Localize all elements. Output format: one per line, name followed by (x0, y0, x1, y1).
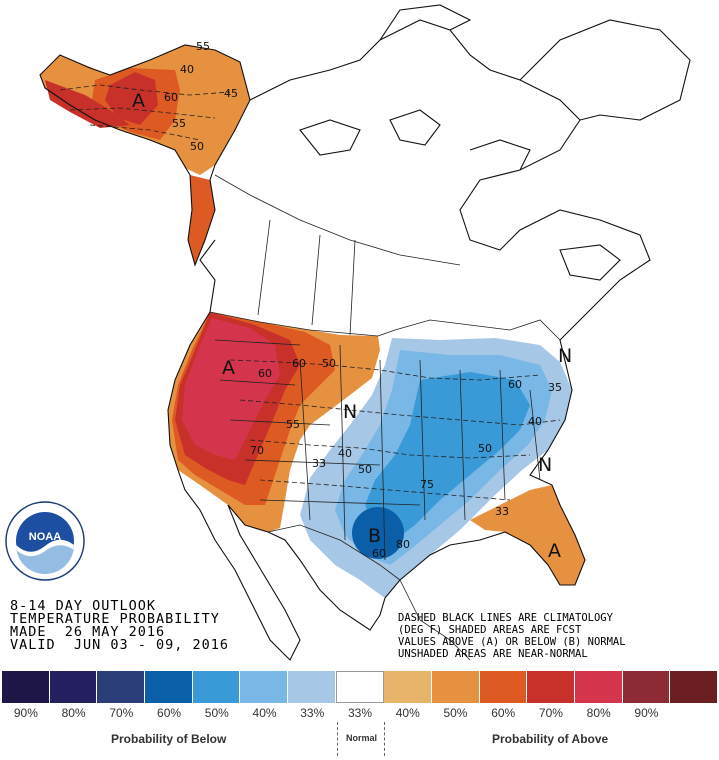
legend-tick-label: 60% (491, 706, 516, 720)
legend-swatch (49, 671, 98, 703)
legend-tick-label: 80% (586, 706, 611, 720)
above-legend-title: Probability of Above (492, 732, 609, 746)
climatology-lines (59, 84, 561, 501)
svg-text:45: 45 (224, 87, 238, 100)
legend-tick-label: 70% (109, 706, 134, 720)
note-line-3: VALUES ABOVE (A) OR BELOW (B) NORMAL (398, 636, 626, 648)
legend-tick-label: 33% (347, 706, 373, 720)
svg-text:35: 35 (548, 381, 562, 394)
svg-text:60: 60 (508, 378, 522, 391)
svg-text:70: 70 (250, 444, 264, 457)
legend-tick-label: 33% (300, 706, 325, 720)
title-line-4: VALID JUN 03 - 09, 2016 (10, 637, 230, 653)
outlook-map: A 55 40 45 60 55 50 A 60 50 60 55 70 33 … (39, 4, 691, 661)
borders (209, 174, 561, 661)
legend-swatch (575, 671, 623, 703)
svg-text:60: 60 (292, 357, 306, 370)
svg-text:60: 60 (164, 91, 178, 104)
svg-text:55: 55 (196, 40, 210, 53)
normal-legend-title: Normal (346, 733, 378, 743)
svg-text:50: 50 (190, 140, 204, 153)
svg-text:33: 33 (495, 505, 509, 518)
east-shading (300, 338, 572, 598)
svg-text:40: 40 (338, 447, 352, 460)
noaa-logo: NOAA (5, 501, 85, 581)
texas-below-label: B (368, 525, 381, 547)
outlook-title-block: 8-14 DAY OUTLOOK TEMPERATURE PROBABILITY M… (10, 598, 230, 653)
legend-swatch (240, 671, 289, 703)
legend-tick-label: 40% (395, 706, 420, 720)
legend-tick-label: 40% (252, 706, 277, 720)
southeast-normal-label: N (538, 454, 552, 476)
west-above-label: A (222, 357, 235, 379)
below-legend-title: Probability of Below (111, 732, 227, 746)
svg-text:75: 75 (420, 478, 434, 491)
legend-tick-label: 80% (61, 706, 86, 720)
legend-tick-label: 50% (443, 706, 468, 720)
svg-text:55: 55 (172, 117, 186, 130)
alaska-shading (40, 45, 250, 265)
svg-text:33: 33 (312, 457, 326, 470)
title-line-2: TEMPERATURE PROBABILITY (10, 611, 220, 627)
note-line-1: DASHED BLACK LINES ARE CLIMATOLOGY (398, 612, 613, 624)
legend-swatch (145, 671, 193, 703)
probability-tick-labels: 90% 80% 70% 60% 50% 40% 33% 33% 40% 50% 60% 70% 80% 9… (2, 706, 718, 722)
svg-text:55: 55 (286, 418, 300, 431)
plains-normal-label: N (343, 401, 357, 423)
probability-color-bar (2, 671, 719, 703)
legend-swatch (97, 671, 146, 703)
legend-tick-label: 60% (157, 706, 182, 720)
svg-text:50: 50 (358, 463, 372, 476)
florida-shading (470, 485, 585, 585)
logo-text: NOAA (29, 531, 61, 543)
note-line-2: (DEG F) SHADED AREAS ARE FCST (398, 624, 582, 636)
legend-swatch (288, 671, 336, 703)
legend-tick-label (670, 706, 718, 722)
florida-above-label: A (548, 540, 561, 562)
svg-text:50: 50 (478, 442, 492, 455)
legend-tick-label: 90% (13, 706, 38, 720)
svg-text:50: 50 (322, 357, 336, 370)
legend-swatch (192, 671, 241, 703)
legend-swatch (622, 671, 671, 703)
svg-text:80: 80 (396, 538, 410, 551)
title-line-1: 8-14 DAY OUTLOOK (10, 598, 157, 614)
legend-swatch (527, 671, 576, 703)
legend-swatch (479, 671, 528, 703)
normal-right-divider (384, 722, 385, 756)
legend-tick-label: 70% (538, 706, 563, 720)
legend-tick-label: 50% (204, 706, 229, 720)
note-line-4: UNSHADED AREAS ARE NEAR-NORMAL (398, 648, 588, 660)
map-labels: A 55 40 45 60 55 50 A 60 50 60 55 70 33 … (132, 40, 572, 562)
title-line-3: MADE 26 MAY 2016 (10, 624, 166, 640)
northeast-normal-label: N (558, 345, 572, 367)
coastlines (39, 4, 691, 661)
legend-swatch (384, 671, 433, 703)
legend-swatch (670, 671, 719, 703)
svg-text:60: 60 (258, 367, 272, 380)
legend-swatch (432, 671, 480, 703)
legend-notes: DASHED BLACK LINES ARE CLIMATOLOGY (DEG F… (398, 612, 626, 660)
alaska-above-label: A (132, 90, 145, 112)
legend-swatch (2, 671, 50, 703)
normal-left-divider (337, 722, 338, 756)
svg-text:40: 40 (180, 63, 194, 76)
legend-tick-label: 90% (634, 706, 659, 720)
legend-swatch (335, 671, 385, 703)
svg-text:60: 60 (372, 547, 386, 560)
svg-text:40: 40 (528, 415, 542, 428)
